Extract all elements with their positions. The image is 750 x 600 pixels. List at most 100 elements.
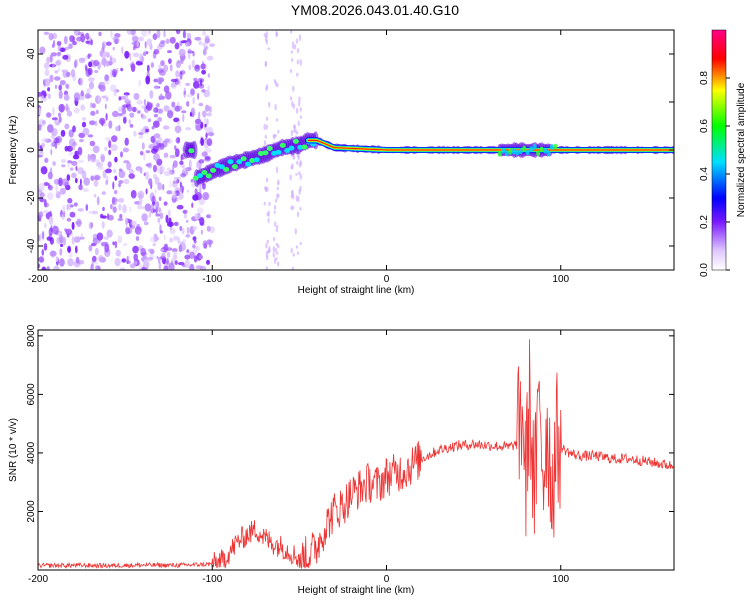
spectrogram-noise-mark (138, 53, 142, 62)
spectrogram-noise-mark (110, 204, 113, 210)
spectrogram-noise-mark (85, 32, 90, 40)
spectrogram-noise-mark (107, 214, 114, 221)
spectrogram-streak-mark (290, 30, 293, 34)
spectrogram-noise-mark (85, 204, 89, 211)
spectrogram-streak-mark (277, 261, 280, 267)
spectrogram-noise-mark (77, 146, 83, 156)
spectrogram-streak-mark (277, 182, 280, 186)
spectrogram-noise-mark (140, 128, 146, 133)
spectrogram-noise-mark (106, 229, 113, 238)
spectrogram-noise-mark (188, 159, 192, 169)
spectrogram-noise-mark (90, 263, 94, 270)
spectrogram-noise-mark (156, 103, 160, 108)
spectrogram-noise-mark (129, 206, 132, 213)
spectrogram-noise-mark (138, 36, 144, 42)
ridge-wobble-mark (546, 150, 551, 157)
spectrogram-noise-mark (186, 100, 190, 107)
spectrogram-noise-mark (198, 40, 202, 46)
spectrogram-noise-mark (123, 178, 130, 185)
spectrogram-noise-mark (168, 217, 172, 226)
spectrogram-noise-mark (55, 256, 59, 263)
spectrogram-noise-mark (207, 73, 210, 78)
spectrogram-noise-mark (139, 150, 144, 156)
spectrogram-noise-mark (59, 248, 63, 256)
spectrogram-noise-mark (41, 230, 45, 240)
spectrogram-noise-mark (152, 33, 158, 40)
y-tick-label: 40 (26, 48, 37, 60)
spectrogram-streak-mark (274, 198, 278, 203)
spectrogram-noise-mark (74, 60, 77, 69)
spectrogram-noise-mark (171, 190, 177, 199)
spectrogram-noise-mark (112, 110, 119, 118)
spectrogram-noise-mark (96, 196, 100, 206)
spectrogram-streak-mark (290, 129, 293, 137)
spectrogram-noise-mark (40, 198, 47, 203)
spectrogram-noise-mark (109, 57, 117, 64)
spectrogram-noise-mark (92, 255, 97, 263)
spectrogram-noise-mark (58, 116, 62, 123)
spectrogram-streak-mark (298, 171, 301, 176)
spectrogram-noise-mark (66, 217, 72, 222)
spectrogram-noise-mark (46, 56, 51, 64)
spectrogram-noise-mark (95, 264, 98, 270)
spectrogram-noise-mark (77, 167, 84, 175)
spectrogram-noise-mark (150, 208, 156, 214)
spectrogram-noise-mark (50, 225, 53, 233)
spectrogram-noise-mark (117, 115, 120, 119)
spectrogram-noise-mark (159, 224, 162, 233)
spectrogram-noise-mark (40, 95, 47, 102)
spectrogram-noise-mark (126, 256, 129, 265)
spectrogram-noise-mark (163, 30, 166, 38)
spectrogram-noise-mark (41, 137, 48, 143)
spectrogram-noise-mark (183, 87, 186, 94)
spectrogram-noise-mark (173, 235, 179, 241)
spectrogram-noise-mark (192, 244, 196, 249)
ridge-core-mark (192, 175, 199, 181)
spectrogram-streak-mark (267, 217, 270, 224)
spectrogram-noise-mark (124, 99, 132, 105)
spectrogram-streak-mark (263, 201, 266, 206)
spectrogram-noise-mark (169, 64, 173, 72)
spectrogram-noise-mark (46, 112, 52, 118)
spectrogram-noise-mark (87, 67, 93, 76)
spectrogram-streak-mark (298, 100, 301, 107)
spectrogram-noise-mark (67, 197, 73, 204)
spectrogram-noise-mark (203, 115, 206, 124)
spectrogram-noise-mark (128, 119, 131, 125)
spectrogram-noise-mark (61, 164, 66, 168)
spectrogram-noise-mark (183, 212, 187, 219)
spectrogram-noise-mark (200, 137, 204, 146)
spectrogram-streak-mark (272, 237, 276, 242)
spectrogram-noise-mark (175, 180, 179, 184)
spectrogram-noise-mark (66, 145, 73, 152)
spectrogram-noise-mark (179, 226, 183, 231)
spectrogram-noise-mark (66, 174, 71, 182)
spectrogram-noise-mark (182, 30, 186, 39)
spectrogram-noise-mark (126, 161, 132, 171)
spectrogram-noise-mark (38, 91, 43, 97)
spectrogram-streak-mark (289, 174, 292, 181)
spectrogram-noise-mark (89, 140, 96, 147)
ridge-band-line (307, 139, 674, 151)
spectrogram-ylabel: Frequency (Hz) (8, 116, 19, 185)
spectrogram-noise-mark (160, 40, 166, 44)
spectrogram-noise-mark (52, 40, 56, 48)
ridge-core-mark (188, 148, 195, 154)
spectrogram-noise-mark (118, 197, 125, 203)
spectrogram-noise-mark (140, 248, 147, 256)
ridge-core-mark (231, 164, 238, 170)
colorbar-ticks: 0.0 0.2 0.4 0.6 0.8 (699, 71, 730, 277)
spectrogram-noise-mark (160, 248, 165, 252)
ridge-wobble-mark (553, 143, 558, 150)
spectrogram-noise-mark (125, 227, 130, 235)
spectrogram-noise-mark (85, 65, 88, 72)
ridge-core-mark (284, 148, 291, 153)
spectrogram-noise-mark (181, 227, 185, 235)
spectrogram-noise-mark (112, 241, 116, 246)
spectrogram-noise-mark (184, 259, 190, 269)
spectrogram-noise-mark (117, 218, 124, 221)
spectrogram-noise-mark (99, 50, 104, 57)
spectrogram-streak-mark (297, 153, 300, 161)
spectrogram-noise-mark (49, 250, 57, 257)
spectrogram-noise-mark (75, 221, 82, 225)
